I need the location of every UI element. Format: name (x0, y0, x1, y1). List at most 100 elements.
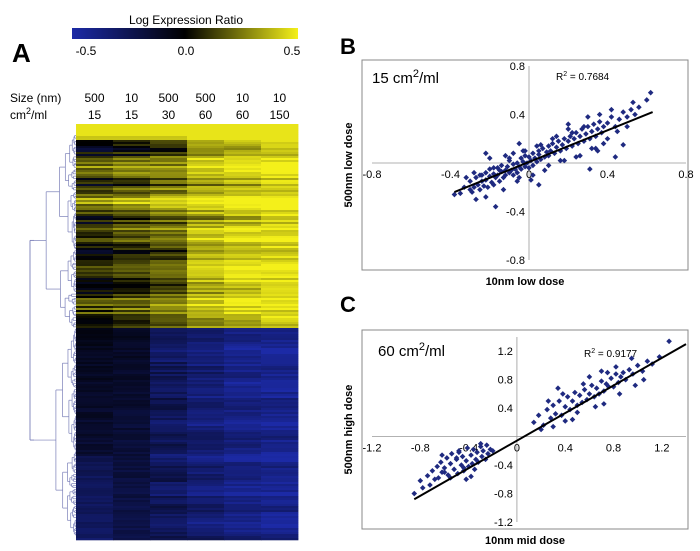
heatmap-cell (113, 140, 151, 143)
scatter-point (460, 465, 467, 471)
heatmap-cell (261, 492, 299, 495)
heatmap-cell (150, 198, 188, 201)
heatmap-cell (187, 526, 225, 529)
heatmap-cell (261, 196, 299, 199)
heatmap-cell (150, 230, 188, 233)
x-tick-label: 0.8 (606, 443, 621, 455)
panel-c-label: C (340, 292, 356, 317)
heatmap-cell (224, 234, 262, 237)
heatmap-cell (187, 484, 225, 487)
heatmap-cell (150, 510, 188, 513)
heatmap-cell (261, 434, 299, 437)
heatmap-cell (261, 336, 299, 339)
heatmap-cell (150, 214, 188, 217)
heatmap-cell (187, 202, 225, 205)
heatmap-cell (113, 496, 151, 499)
scatter-point (593, 385, 600, 392)
heatmap-cell (261, 420, 299, 423)
heatmap-cell (187, 144, 225, 147)
heatmap-cell (113, 196, 151, 199)
heatmap-cell (113, 472, 151, 475)
heatmap-cell (261, 254, 299, 257)
heatmap-cell (261, 378, 299, 381)
heatmap-cell (187, 478, 225, 481)
heatmap-cell (187, 228, 225, 231)
heatmap-cell (150, 142, 188, 145)
heatmap-cell (76, 500, 114, 503)
heatmap-cell (76, 170, 114, 173)
scatter-point (565, 121, 572, 127)
heatmap-cell (150, 202, 188, 205)
heatmap-cell (150, 480, 188, 483)
heatmap-cell (76, 322, 114, 325)
scatter-point (594, 148, 601, 154)
heatmap-cell (224, 406, 262, 409)
heatmap-cell (187, 240, 225, 243)
heatmap-cell (113, 290, 151, 293)
scatter-point (463, 458, 469, 464)
heatmap-cell (113, 312, 151, 315)
heatmap-cell (261, 494, 299, 497)
heatmap-cell (187, 140, 225, 143)
heatmap-cell (187, 236, 225, 239)
heatmap-cell (261, 498, 299, 501)
heatmap-cell (187, 152, 225, 155)
heatmap-cell (76, 362, 114, 365)
heatmap-cell (187, 214, 225, 217)
heatmap-cell (76, 186, 114, 189)
scatter-point (557, 157, 564, 164)
heatmap-cell (261, 408, 299, 411)
scatter-point (464, 445, 471, 451)
heatmap-cell (150, 226, 188, 229)
heatmap-cell (150, 376, 188, 379)
heatmap-cell (150, 422, 188, 425)
heatmap-cell (224, 258, 262, 261)
heatmap-cell (113, 342, 151, 345)
heatmap-cell (187, 224, 225, 227)
heatmap-cell (76, 140, 114, 143)
scatter-point (574, 409, 581, 416)
panel-c-frame (361, 329, 689, 530)
heatmap-cell (150, 344, 188, 347)
heatmap-cell (261, 280, 299, 283)
scatter-point (411, 490, 418, 497)
scatter-point (616, 391, 623, 397)
heatmap-cell (261, 374, 299, 377)
heatmap-cell (187, 150, 225, 153)
heatmap-cell (150, 178, 188, 181)
heatmap-cell (187, 128, 225, 131)
heatmap-cell (150, 320, 188, 323)
heatmap-cell (261, 382, 299, 385)
heatmap-cell (261, 500, 299, 503)
heatmap-cell (76, 262, 114, 265)
heatmap-cell (150, 190, 188, 193)
x-tick-label: -0.8 (363, 169, 382, 181)
heatmap-cell (150, 336, 188, 339)
heatmap-cell (76, 494, 114, 497)
heatmap-cell (261, 532, 299, 535)
heatmap-cell (261, 392, 299, 395)
heatmap-cell (76, 502, 114, 505)
heatmap-cell (76, 512, 114, 515)
heatmap-cell (113, 236, 151, 239)
heatmap-cell (261, 264, 299, 267)
heatmap-cell (113, 158, 151, 161)
scatter-point (586, 374, 593, 380)
heatmap-cell (76, 138, 114, 141)
heatmap-cell (261, 334, 299, 337)
heatmap-cell (76, 180, 114, 183)
scatter-point (587, 166, 593, 172)
heatmap-cell (113, 292, 151, 295)
y-tick-label: 1.2 (498, 346, 513, 358)
heatmap-cell (76, 402, 114, 405)
heatmap-cell (187, 354, 225, 357)
heatmap-cell (187, 378, 225, 381)
scatter-point (592, 403, 599, 410)
heatmap-cell (76, 130, 114, 133)
heatmap-cell (113, 484, 151, 487)
scatter-point (535, 412, 542, 419)
heatmap-cell (76, 128, 114, 131)
heatmap-cell (113, 436, 151, 439)
heatmap-cell (76, 370, 114, 373)
heatmap-cell (113, 412, 151, 415)
